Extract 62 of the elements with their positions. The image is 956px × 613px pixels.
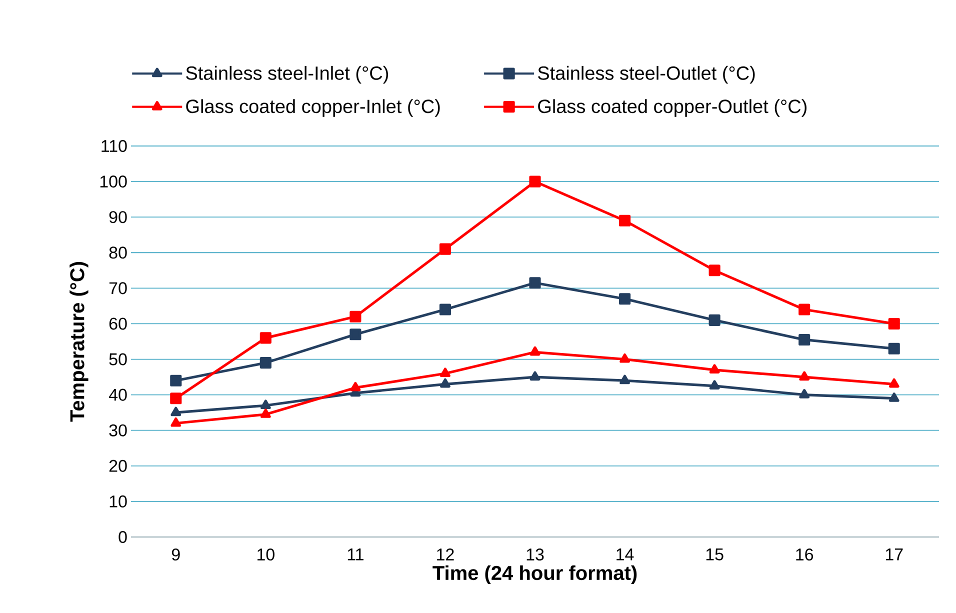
point — [170, 392, 182, 404]
x-tick-label: 10 — [258, 548, 274, 561]
y-tick-label: 70 — [109, 282, 127, 294]
point — [799, 389, 810, 398]
y-tick-label: 40 — [108, 388, 127, 401]
point — [530, 346, 540, 356]
point — [439, 304, 451, 316]
y-axis-title: Temperature (°C) — [70, 262, 88, 422]
point — [709, 380, 720, 390]
y-tick-label: 60 — [109, 318, 127, 330]
point — [530, 371, 540, 381]
legend-label: Stainless steel-Inlet (°C) — [186, 66, 388, 84]
point — [260, 408, 271, 418]
point — [888, 378, 900, 388]
point — [888, 318, 900, 330]
x-tick-label: 16 — [796, 548, 814, 561]
point — [260, 332, 272, 344]
y-tick-label: 110 — [102, 140, 127, 152]
x-tick-label: 15 — [706, 548, 724, 560]
point — [170, 374, 182, 386]
x-tick-label: 14 — [616, 548, 634, 560]
legend-label: Glass coated copper-Inlet (°C) — [186, 99, 440, 117]
point — [440, 378, 450, 388]
point — [350, 310, 362, 322]
point — [620, 353, 630, 363]
point — [708, 264, 720, 276]
point — [888, 392, 900, 402]
y-tick-label: 100 — [100, 176, 127, 188]
x-tick-label: 13 — [526, 548, 544, 561]
point — [170, 406, 182, 416]
point — [260, 357, 272, 369]
y-tick-label: 80 — [109, 246, 127, 259]
point — [439, 243, 451, 255]
x-axis-title: Time (24 hour format) — [432, 565, 637, 584]
y-tick-label: 0 — [118, 530, 127, 544]
point — [888, 342, 900, 354]
point — [798, 334, 810, 346]
point — [619, 214, 631, 226]
point — [798, 304, 810, 316]
point — [620, 374, 630, 384]
x-tick-label: 17 — [886, 548, 903, 560]
point — [350, 382, 361, 392]
x-tick-label: 9 — [172, 548, 180, 561]
x-tick-label: 11 — [348, 548, 364, 560]
point — [170, 417, 182, 427]
point — [529, 176, 541, 188]
point — [440, 368, 450, 378]
y-tick-label: 90 — [109, 211, 127, 224]
point — [799, 371, 810, 381]
legend-label: Stainless steel-Outlet (°C) — [538, 66, 755, 84]
y-tick-label: 10 — [110, 495, 127, 508]
legend-label: Glass coated copper-Outlet (°C) — [538, 99, 806, 117]
point — [350, 328, 362, 340]
point — [619, 293, 631, 305]
point — [709, 364, 720, 374]
y-tick-label: 30 — [109, 424, 127, 436]
point — [260, 400, 271, 410]
y-tick-label: 50 — [109, 353, 127, 366]
x-tick-label: 12 — [437, 548, 454, 560]
point — [708, 314, 720, 326]
y-tick-label: 20 — [109, 460, 127, 472]
point — [529, 277, 541, 289]
